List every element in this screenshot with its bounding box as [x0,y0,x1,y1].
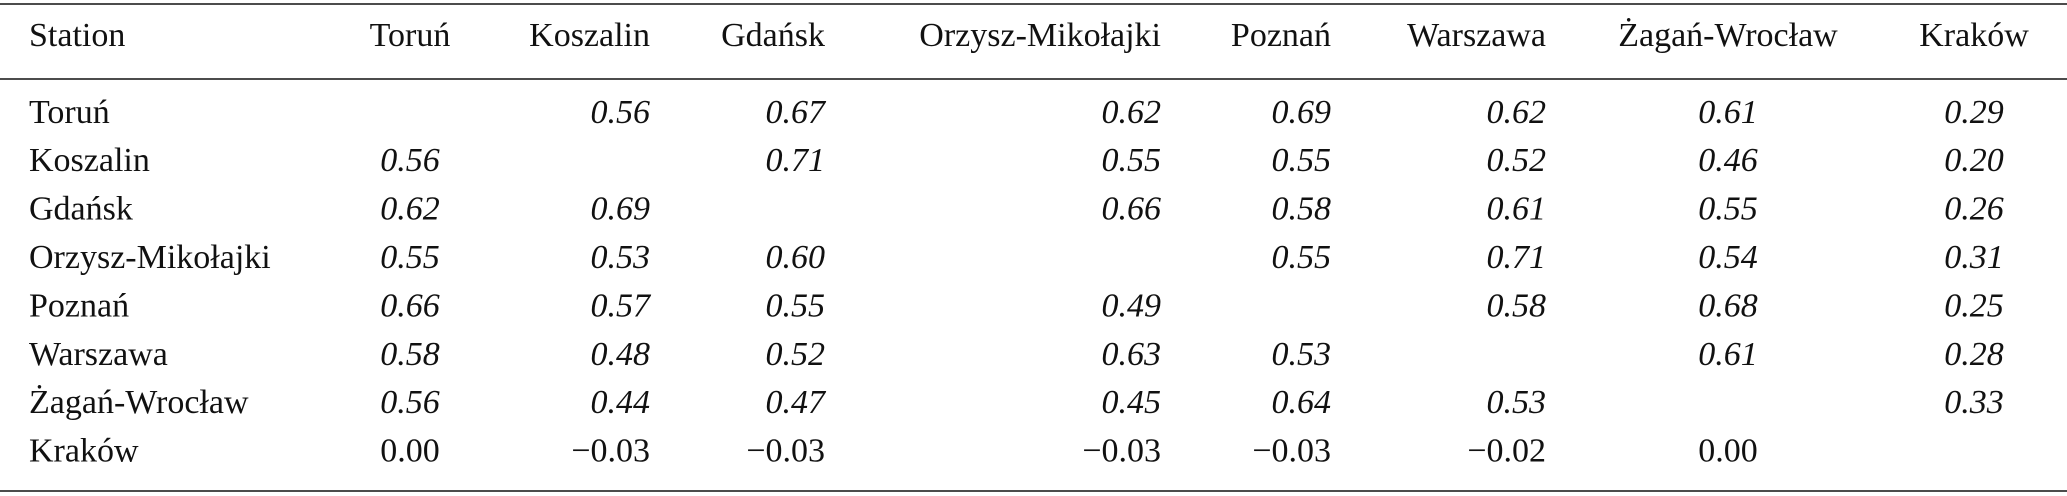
cell: 0.00 [380,433,440,470]
cell: 0.52 [766,336,826,373]
header-cell: Żagań-Wrocław [1618,17,1838,54]
cell: 0.61 [1698,336,1758,373]
cell: −0.03 [571,433,650,470]
header-cell: Kraków [1919,17,2029,54]
cell: 0.71 [766,142,826,179]
cell: 0.46 [1698,142,1758,179]
cell: 0.69 [591,191,651,228]
row-label: Żagań-Wrocław [29,384,249,421]
cell: 0.45 [1102,384,1162,421]
cell: 0.55 [380,239,440,276]
cell: 0.20 [1944,142,2004,179]
row-label: Toruń [29,94,110,131]
cell: −0.03 [1082,433,1161,470]
cell: −0.02 [1467,433,1546,470]
cell: 0.55 [766,287,826,324]
cell: 0.48 [591,336,651,373]
cell: 0.61 [1698,94,1758,131]
header-cell: Gdańsk [721,17,825,54]
cell: 0.26 [1944,191,2004,228]
cell: 0.62 [380,191,440,228]
cell: 0.53 [591,239,651,276]
cell: 0.55 [1698,191,1758,228]
row-label: Koszalin [29,142,150,179]
cell: 0.28 [1944,336,2004,373]
header-cell: Orzysz-Mikołajki [919,17,1161,54]
cell: 0.56 [591,94,651,131]
cell: 0.66 [380,287,440,324]
header-cell: Poznań [1231,17,1331,54]
cell: 0.49 [1102,287,1162,324]
header-cell: Warszawa [1407,17,1546,54]
cell: 0.58 [1487,287,1547,324]
row-label: Warszawa [29,336,168,373]
cell: 0.68 [1698,287,1758,324]
row-label: Kraków [29,433,139,470]
cell: 0.44 [591,384,651,421]
cell: 0.63 [1102,336,1162,373]
cell: 0.64 [1272,384,1332,421]
cell: 0.54 [1698,239,1758,276]
cell: 0.55 [1272,142,1332,179]
header-cell: Station [29,17,125,54]
cell: 0.67 [766,94,828,131]
cell: 0.33 [1944,384,2004,421]
cell: 0.58 [1272,191,1332,228]
cell: 0.56 [380,142,440,179]
cell: 0.66 [1102,191,1162,228]
cell: 0.62 [1487,94,1547,131]
cell: 0.55 [1102,142,1162,179]
cell: 0.62 [1102,94,1162,131]
cell: 0.53 [1487,384,1547,421]
cell: 0.60 [766,239,826,276]
row-label: Orzysz-Mikołajki [29,239,271,276]
cell: 0.57 [591,287,653,324]
row-label: Gdańsk [29,191,133,228]
cell: 0.61 [1487,191,1547,228]
cell: −0.03 [746,433,825,470]
header-cell: Koszalin [529,17,650,54]
cell: 0.71 [1487,239,1547,276]
cell: 0.53 [1272,336,1332,373]
cell: 0.56 [380,384,440,421]
cell: 0.58 [380,336,440,373]
cell: 0.25 [1944,287,2004,324]
cell: 0.00 [1698,433,1758,470]
cell: 0.69 [1272,94,1332,131]
cell: 0.29 [1944,94,2004,131]
cell: 0.52 [1487,142,1547,179]
header-cell: Toruń [370,17,451,54]
cell: 0.47 [766,384,828,421]
cell: 0.55 [1272,239,1332,276]
cell: −0.03 [1252,433,1331,470]
cell: 0.31 [1944,239,2004,276]
row-label: Poznań [29,287,129,324]
